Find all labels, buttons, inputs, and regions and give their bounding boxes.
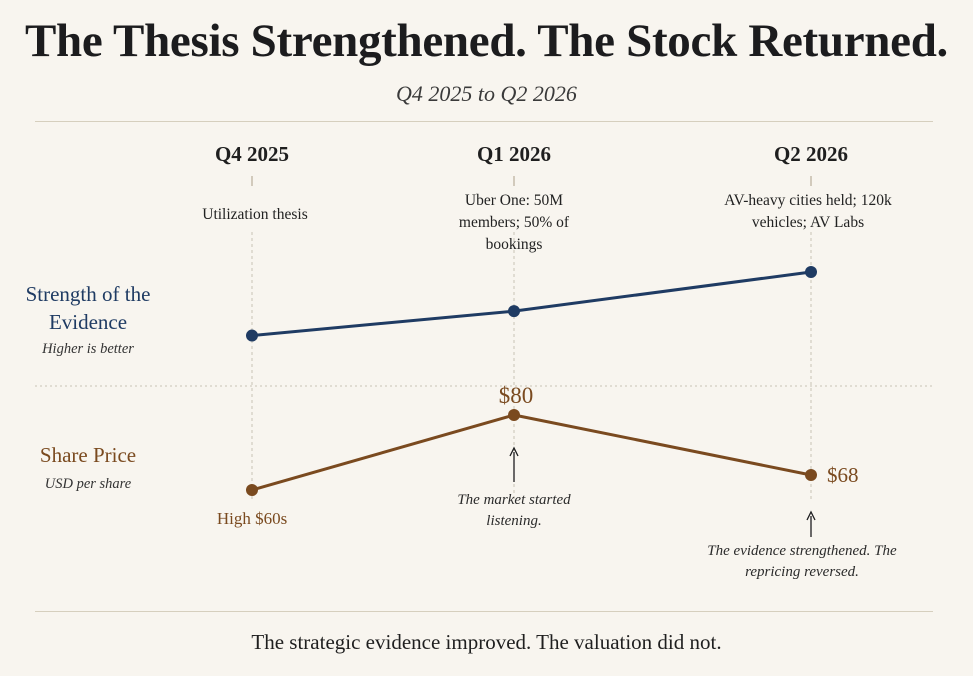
evidence-series-line <box>251 270 812 338</box>
top-divider <box>35 121 933 122</box>
event-q2-2026: AV-heavy cities held; 120k vehicles; AV … <box>724 192 892 231</box>
price-data-label-0: High $60s <box>217 509 287 528</box>
annotation-q2: The evidence strengthened. The repricing… <box>707 543 897 580</box>
evidence-point-2 <box>805 266 817 278</box>
event-q1-2026: Uber One: 50M members; 50% of bookings <box>458 192 570 253</box>
annotation-arrowhead-1 <box>806 510 816 521</box>
period-label-q4-2025: Q4 2025 <box>214 142 290 166</box>
footer-takeaway: The strategic evidence improved. The val… <box>251 630 722 654</box>
price-row-label: Share Price <box>39 443 137 467</box>
chart-title: The Thesis Strengthened. The Stock Retur… <box>24 15 948 67</box>
bottom-divider <box>35 611 933 612</box>
evidence-row-label: Strength of the Evidence <box>25 282 151 334</box>
evidence-row-sublabel: Higher is better <box>42 341 134 357</box>
price-series-line <box>251 413 812 492</box>
period-label-q1-2026: Q1 2026 <box>476 142 552 166</box>
price-point-2 <box>805 469 817 481</box>
annotation-q1: The market started listening. <box>457 492 571 529</box>
annotation-arrowhead-0 <box>509 446 519 457</box>
price-data-label-2: $68 <box>827 463 859 487</box>
price-point-1 <box>508 409 520 421</box>
period-label-q2-2026: Q2 2026 <box>773 142 849 166</box>
price-data-label-1: $80 <box>499 383 534 408</box>
evidence-point-0 <box>246 329 258 342</box>
price-row-sublabel: USD per share <box>44 476 132 492</box>
evidence-point-1 <box>508 305 520 318</box>
event-q4-2025: Utilization thesis <box>202 206 308 223</box>
price-point-0 <box>246 484 258 496</box>
chart-subtitle: Q4 2025 to Q2 2026 <box>396 81 577 106</box>
